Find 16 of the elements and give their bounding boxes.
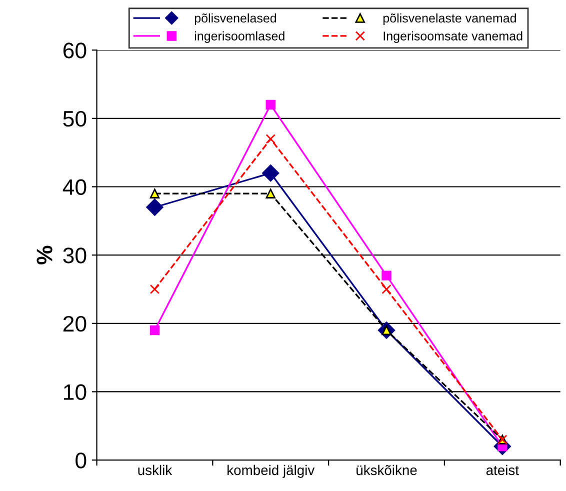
y-tick-label: 50 bbox=[63, 110, 86, 127]
y-tick-label: 40 bbox=[62, 179, 86, 196]
legend-label: põlisvenelaste vanemad bbox=[383, 13, 516, 26]
x-tick-label: ateist bbox=[486, 464, 519, 476]
y-tick-label: 30 bbox=[63, 248, 86, 264]
legend-label: ingerisoomlased bbox=[194, 31, 284, 43]
legend-label: põlisvenelased bbox=[194, 13, 276, 26]
y-tick-label: 60 bbox=[63, 42, 86, 58]
y-tick-label: 0 bbox=[76, 452, 86, 468]
x-tick-label: ükskõikne bbox=[356, 464, 417, 476]
y-tick-label: 10 bbox=[64, 384, 86, 400]
x-tick-label: usklik bbox=[138, 464, 172, 476]
x-tick-label: kombeid jälgiv bbox=[228, 464, 315, 478]
legend-label: Ingerisoomsate vanemad bbox=[384, 31, 522, 43]
y-axis-title: % bbox=[36, 246, 52, 264]
y-tick-label: 20 bbox=[63, 316, 86, 332]
